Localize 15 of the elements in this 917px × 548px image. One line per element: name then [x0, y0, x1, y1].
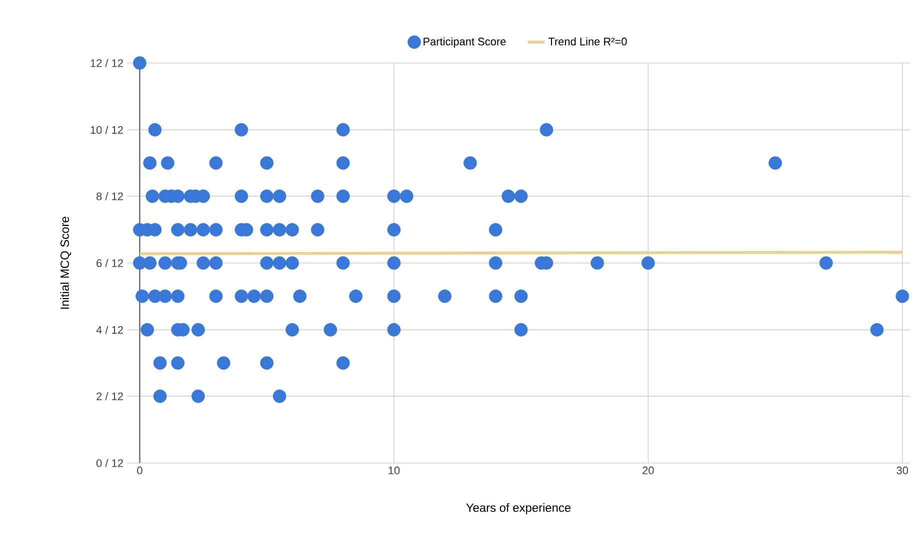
- y-tick-label: 12 / 12: [90, 58, 123, 68]
- y-tick-label: 10 / 12: [90, 126, 123, 134]
- x-tick-label: 30: [896, 466, 908, 474]
- y-tick-label: 2 / 12: [96, 392, 123, 400]
- y-axis-title: Initial MCQ Score: [60, 216, 72, 309]
- y-tick-label: 8 / 12: [96, 192, 123, 200]
- legend-label: Trend Line R²=0: [548, 37, 627, 46]
- x-tick-label: 20: [642, 466, 654, 474]
- y-tick-label: 4 / 12: [96, 326, 123, 334]
- y-tick-label: 6 / 12: [96, 258, 123, 268]
- legend-label: Participant Score: [424, 37, 506, 48]
- y-tick-label: 0 / 12: [96, 458, 123, 468]
- x-axis-title: Years of experience: [466, 503, 571, 514]
- x-tick-label: 10: [388, 466, 400, 474]
- x-tick-label: 0: [137, 466, 142, 474]
